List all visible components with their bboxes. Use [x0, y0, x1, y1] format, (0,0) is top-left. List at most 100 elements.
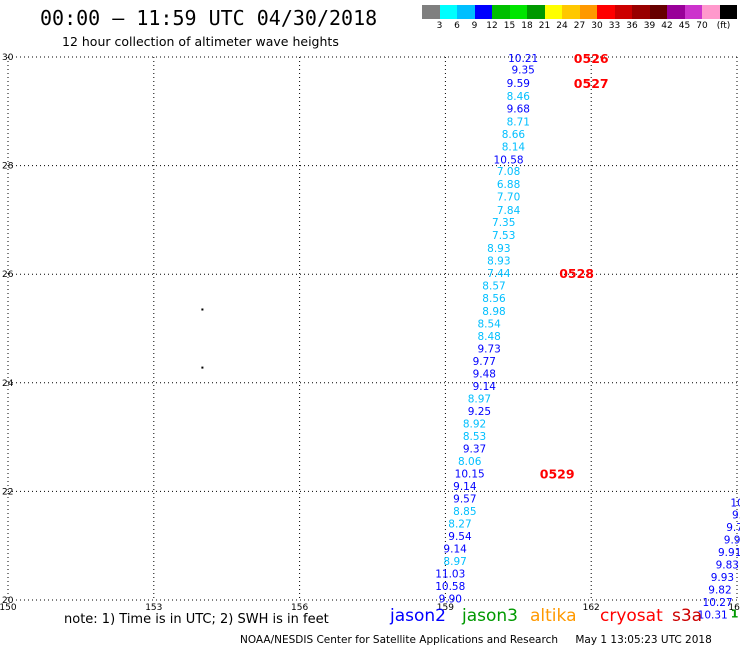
wave-height-label: 7.44	[487, 268, 511, 280]
wave-height-label: 8.71	[507, 117, 530, 129]
y-tick-label: 24	[2, 379, 14, 389]
chart-subtitle: 12 hour collection of altimeter wave hei…	[62, 34, 339, 49]
wave-height-label: 8.48	[477, 331, 500, 343]
satellite-legend-s3a: s3a	[672, 606, 703, 626]
wave-height-label: 7.84	[497, 205, 521, 217]
pass-time-label: 0527	[574, 76, 609, 91]
color-scale-label: 70	[696, 21, 708, 31]
y-tick-label: 20	[2, 596, 14, 606]
wave-height-label: 9.73	[477, 344, 500, 356]
wave-height-label: 8.93	[487, 243, 510, 255]
color-scale-label: 15	[503, 21, 516, 31]
wave-height-label: 8.85	[453, 506, 476, 518]
wave-height-label: 7.70	[497, 192, 520, 204]
color-scale-cell	[422, 5, 440, 19]
color-scale-cell	[719, 5, 737, 19]
x-tick-label: 162	[583, 603, 600, 613]
color-scale-bar	[422, 5, 737, 19]
color-scale-label: 27	[573, 21, 586, 31]
color-scale-label: 36	[626, 21, 638, 31]
chart-title: 00:00 – 11:59 UTC 04/30/2018	[40, 6, 378, 30]
wave-height-label: 8.97	[443, 556, 466, 568]
wave-height-label: 9.59	[507, 78, 530, 90]
color-scale-cell	[579, 5, 597, 19]
data-dot	[201, 366, 204, 369]
color-scale-cell	[509, 5, 527, 19]
wave-height-label: 9.25	[468, 406, 491, 418]
wave-height-label: 9.57	[453, 493, 476, 505]
color-scale-cell	[597, 5, 615, 19]
color-scale-label: 18	[521, 21, 533, 31]
wave-height-label: 10.31	[698, 610, 728, 622]
wave-height-label: 7.35	[492, 217, 515, 229]
y-tick-label: 28	[2, 162, 14, 172]
wave-height-label: 9.14	[443, 543, 467, 555]
color-scale-label: (ft)	[716, 21, 731, 31]
wave-height-label: 10	[730, 497, 740, 509]
satellite-legend-cryosat: cryosat	[600, 606, 663, 626]
wave-height-label: 8.14	[502, 142, 526, 154]
color-scale-cell	[614, 5, 632, 19]
pass-time-label: 0528	[559, 266, 594, 281]
wave-height-label: 9.90	[439, 593, 462, 605]
color-scale-label: 6	[454, 21, 460, 31]
wave-height-label: 9.9	[724, 535, 740, 547]
generated-timestamp: May 1 13:05:23 UTC 2018	[575, 634, 712, 646]
color-scale-label: 33	[608, 21, 621, 31]
x-tick-label: 159	[437, 603, 454, 613]
wave-height-label: 9.82	[708, 585, 731, 597]
wave-height-label: 8.53	[463, 431, 486, 443]
wave-height-label: 8.93	[487, 256, 510, 268]
color-scale-cell	[492, 5, 510, 19]
color-scale-label: 45	[678, 21, 691, 31]
wave-height-label: 9.35	[511, 64, 534, 76]
color-scale-label: 21	[538, 21, 551, 31]
wave-height-label: 8.27	[448, 518, 471, 530]
color-scale-label: 3	[436, 21, 443, 31]
wave-height-label: 9.37	[463, 444, 486, 456]
color-scale-cell	[562, 5, 580, 19]
wave-height-label: 7.08	[497, 166, 520, 178]
data-dot	[201, 308, 204, 311]
x-tick-label: 150	[0, 603, 17, 613]
pass-time-label: 0529	[540, 466, 575, 481]
x-tick-label: 165	[728, 603, 740, 613]
color-scale-label: 12	[486, 21, 498, 31]
footer-note: note: 1) Time is in UTC; 2) SWH is in fe…	[64, 612, 329, 627]
wave-height-label: 10.15	[455, 468, 485, 480]
wave-height-label: 9.91	[718, 547, 740, 559]
wave-height-label: 8.56	[482, 293, 506, 305]
wave-height-label: 9.93	[711, 572, 734, 584]
color-scale-cell	[527, 5, 545, 19]
wave-height-label: 8.46	[507, 91, 531, 103]
wave-height-label: 10.58	[435, 581, 465, 593]
color-scale-label: 42	[661, 21, 673, 31]
satellite-legend-altika: altika	[530, 606, 577, 626]
wave-height-label: 9.14	[453, 481, 477, 493]
credit-footer: NOAA/NESDIS Center for Satellite Applica…	[240, 634, 726, 646]
y-tick-label: 30	[2, 53, 14, 63]
color-scale-label: 39	[643, 21, 656, 31]
color-scale-cell	[684, 5, 702, 19]
wave-height-label: 9.7	[726, 522, 740, 534]
color-scale-cell	[544, 5, 562, 19]
wave-height-label: 10.58	[494, 155, 524, 167]
wave-height-label: 6.88	[497, 179, 520, 191]
y-tick-label: 22	[2, 487, 13, 497]
wave-height-label: 8.06	[458, 456, 482, 468]
wave-height-label: 8.97	[468, 394, 491, 406]
wave-height-label: 9.48	[473, 369, 496, 381]
wave-height-label: 8.66	[502, 129, 526, 141]
color-scale-cell	[702, 5, 720, 19]
wave-height-label: 9.54	[448, 531, 472, 543]
x-tick-label: 153	[145, 603, 162, 613]
wave-height-label: 9.14	[473, 381, 497, 393]
credit-text: NOAA/NESDIS Center for Satellite Applica…	[240, 634, 558, 646]
wave-height-label: 9.68	[507, 104, 530, 116]
color-scale-label: 30	[591, 21, 603, 31]
satellite-legend-jason2: jason2	[390, 606, 446, 626]
color-scale-cell	[632, 5, 650, 19]
wave-height-label: 8.54	[477, 319, 501, 331]
color-scale-cell	[457, 5, 475, 19]
